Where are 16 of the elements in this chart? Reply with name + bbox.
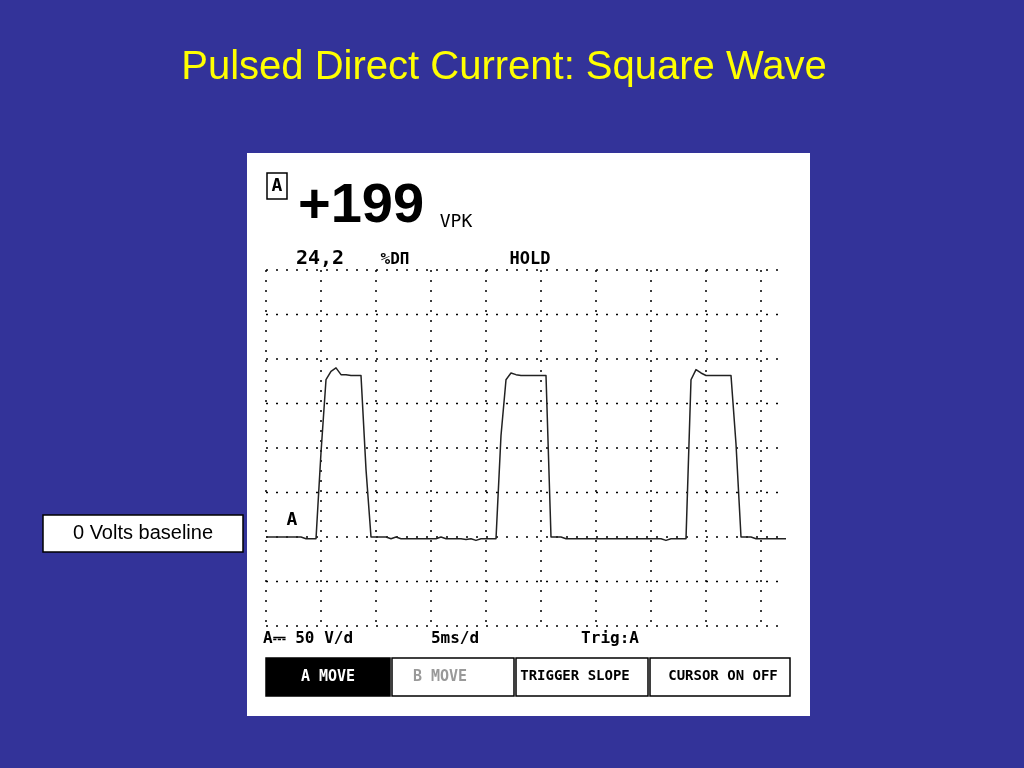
text: A xyxy=(271,174,283,195)
text: CURSOR ON OFF xyxy=(668,667,778,683)
text: TRIGGER SLOPE xyxy=(520,667,630,683)
annotation: A xyxy=(286,508,298,529)
text: %DΠ xyxy=(380,249,410,268)
text: A⎓ 50 V/d xyxy=(262,628,354,647)
text: B MOVE xyxy=(412,667,468,685)
text: 5ms/d xyxy=(430,628,480,647)
text: A MOVE xyxy=(300,667,356,685)
text: VPK xyxy=(439,210,473,231)
text: HOLD xyxy=(509,248,551,268)
chart-title: Pulsed Direct Current: Square Wave xyxy=(181,43,827,87)
text: Trig:A xyxy=(581,628,640,647)
text: +199 xyxy=(297,171,425,234)
text: 0 Volts baseline xyxy=(72,521,214,543)
text: 24,2 xyxy=(295,245,345,269)
